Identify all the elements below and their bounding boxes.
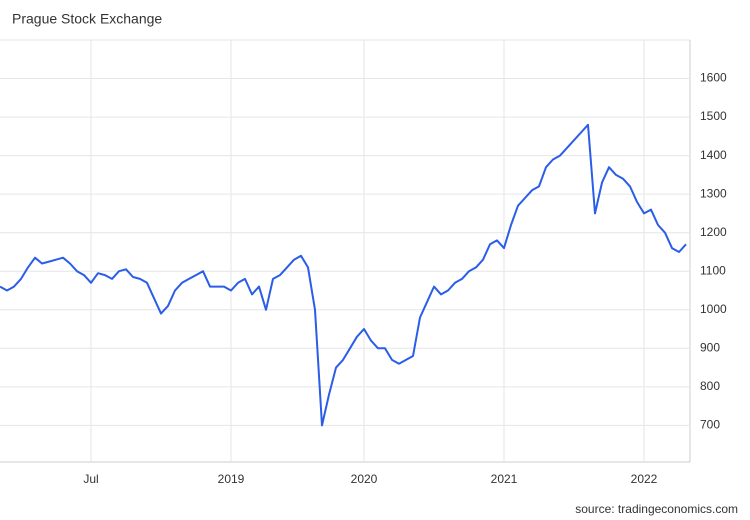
x-tick-label: 2021 — [491, 472, 518, 486]
x-tick-label: 2019 — [218, 472, 245, 486]
y-tick-label: 1600 — [700, 71, 727, 85]
x-tick-label: 2022 — [631, 472, 658, 486]
y-tick-label: 700 — [700, 418, 720, 432]
y-tick-label: 1500 — [700, 109, 727, 123]
y-tick-label: 1300 — [700, 186, 727, 200]
y-tick-label: 1400 — [700, 148, 727, 162]
y-tick-label: 1200 — [700, 225, 727, 239]
y-tick-label: 800 — [700, 379, 720, 393]
y-tick-label: 900 — [700, 340, 720, 354]
chart-title: Prague Stock Exchange — [12, 11, 162, 27]
x-tick-label: Jul — [83, 472, 98, 486]
y-tick-label: 1000 — [700, 302, 727, 316]
source-note: source: tradingeconomics.com — [575, 502, 738, 516]
y-tick-label: 1100 — [700, 263, 726, 277]
x-tick-label: 2020 — [351, 472, 378, 486]
data-line — [0, 123, 687, 427]
